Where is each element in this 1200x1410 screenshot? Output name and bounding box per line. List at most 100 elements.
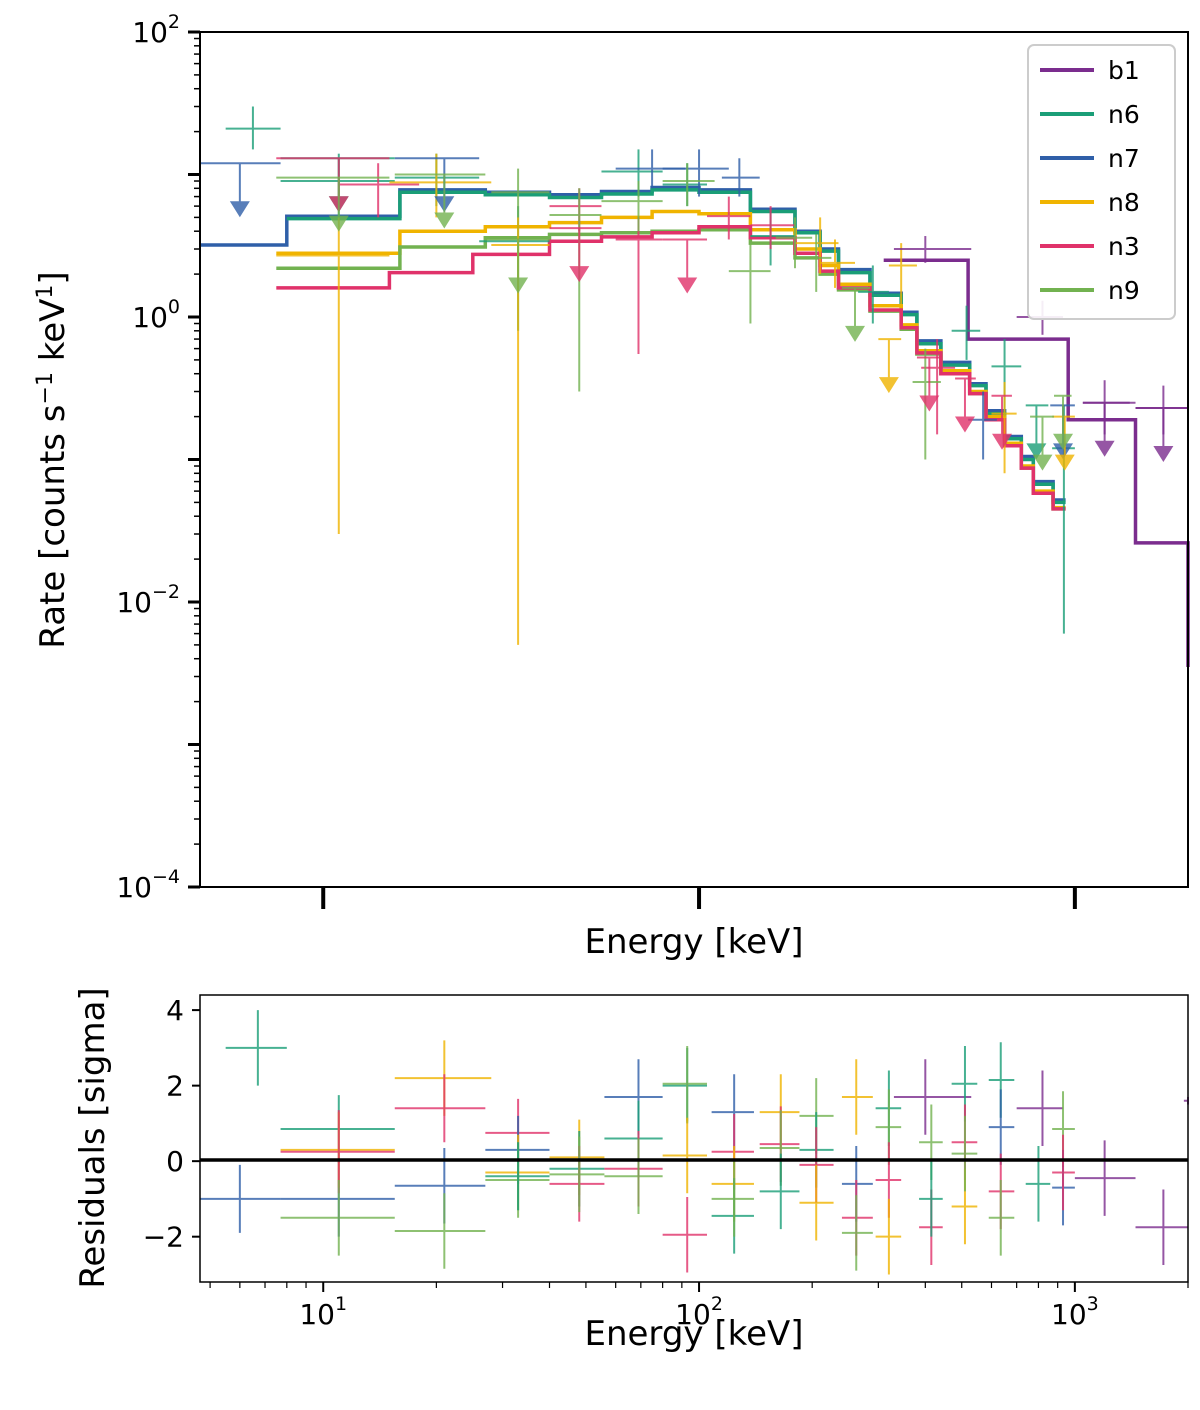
residual-point-n9 — [549, 1136, 605, 1213]
limit-arrow — [954, 416, 975, 433]
limit-arrow — [992, 433, 1013, 450]
data-point-n9 — [549, 188, 602, 392]
residual-point-n7 — [711, 1074, 754, 1150]
legend-label-n6: n6 — [1108, 100, 1140, 129]
data-point-n9 — [491, 168, 550, 218]
upper-limit-n3 — [549, 227, 602, 283]
res-y-tick-label: 2 — [166, 1070, 184, 1103]
residual-point-n8 — [280, 1112, 395, 1188]
res-y-tick-label: 0 — [166, 1145, 184, 1178]
upper-limit-b1 — [1135, 406, 1188, 462]
residual-point-n3 — [1052, 1134, 1075, 1211]
limit-arrow — [328, 215, 349, 232]
legend-label-n3: n3 — [1108, 232, 1140, 261]
y-tick-label: 100 — [132, 296, 180, 334]
res-y-tick-label: 4 — [166, 994, 184, 1027]
residual-point-n3 — [394, 1074, 486, 1143]
residual-point-n8 — [711, 1146, 754, 1222]
residual-point-b1 — [1074, 1140, 1136, 1216]
residual-point-b1 — [1016, 1070, 1064, 1147]
data-point-n8 — [991, 381, 1017, 474]
residual-point-n3 — [604, 1130, 663, 1207]
residual-point-n6 — [604, 1100, 663, 1177]
residual-point-n3 — [841, 1180, 873, 1256]
residual-point-n6 — [711, 1178, 754, 1254]
residual-point-n9 — [604, 1138, 663, 1215]
data-point-n3 — [750, 206, 795, 250]
residuals-y-ticks: −2 0 2 4 — [143, 994, 200, 1254]
residual-point-n7 — [280, 1161, 395, 1237]
residual-point-n3 — [280, 1110, 395, 1194]
data-point-n8 — [820, 239, 856, 288]
limit-arrow — [434, 212, 455, 229]
residuals-panel: −2 0 2 4 101 102 103 Energy [keV] Residuals [… — [73, 987, 1189, 1354]
data-point-n6 — [225, 106, 281, 150]
legend-label-n8: n8 — [1108, 188, 1140, 217]
upper-limit-n7 — [200, 162, 281, 218]
data-point-b1 — [1135, 385, 1188, 435]
data-point-b1 — [1082, 380, 1136, 435]
upper-limit-b1 — [1082, 401, 1130, 457]
limit-arrow — [569, 266, 590, 283]
legend: b1 n6 n7 n8 n3 n9 — [1027, 44, 1176, 320]
residual-point-n9 — [841, 1195, 873, 1271]
residual-point-n6 — [759, 1153, 800, 1230]
data-point-n3 — [615, 217, 663, 354]
residual-point-n9 — [280, 1180, 395, 1256]
data-point-n6 — [951, 305, 981, 360]
model-line-b1 — [883, 258, 1190, 667]
residual-point-n8 — [759, 1074, 800, 1150]
data-point-n8 — [389, 153, 492, 218]
data-point-n7 — [615, 149, 686, 189]
residuals-xlabel: Energy [keV] — [584, 1314, 803, 1354]
model-line-n8 — [276, 209, 1066, 510]
upper-limit-n9 — [485, 238, 550, 294]
limit-arrow — [508, 277, 529, 294]
limit-arrow — [919, 395, 940, 412]
legend-label-n7: n7 — [1108, 144, 1140, 173]
residual-point-n7 — [200, 1164, 281, 1233]
limit-arrow — [845, 325, 866, 342]
upper-limit-n9 — [276, 176, 390, 232]
limit-arrow — [677, 277, 698, 294]
upper-limit-n9 — [1030, 415, 1055, 471]
upper-limits — [200, 157, 1188, 471]
limit-arrow — [1153, 445, 1174, 462]
residuals-x-ticks: 101 102 103 — [209, 1282, 1189, 1331]
residual-point-n6 — [485, 1142, 550, 1211]
residual-point-b1 — [893, 1059, 972, 1135]
data-point-n3 — [707, 196, 751, 240]
residual-point-n9 — [711, 1161, 754, 1237]
residual-point-n9 — [394, 1193, 486, 1269]
spectrum-ylabel: Rate [counts s−1 keV1] — [33, 271, 73, 648]
residual-point-n7 — [604, 1059, 663, 1135]
residual-point-n9 — [951, 1115, 978, 1192]
residual-point-n9 — [759, 1110, 800, 1186]
residual-point-n6 — [225, 1010, 287, 1086]
upper-limit-n9 — [841, 286, 870, 342]
data-point-n9 — [799, 234, 832, 292]
residual-point-n7 — [988, 1089, 1015, 1165]
upper-limit-n3 — [662, 238, 708, 294]
spectrum-xlabel: Energy [keV] — [584, 922, 803, 962]
spectrum-panel: 102 100 10−2 10−4 Energy [keV] Rate [counts… — [33, 11, 1190, 962]
residual-point-n8 — [394, 1040, 492, 1116]
y-tick-label: 102 — [132, 11, 180, 49]
limit-arrow — [878, 377, 899, 394]
upper-limit-n6 — [1025, 404, 1049, 460]
upper-limit-n3 — [916, 356, 941, 412]
limit-arrow — [1053, 443, 1074, 460]
residual-point-n9 — [662, 1045, 708, 1122]
data-point-n9 — [775, 217, 813, 269]
residual-point-n8 — [662, 1117, 708, 1194]
upper-limit-n9 — [1053, 394, 1074, 450]
data-point-n7 — [968, 391, 997, 460]
data-point-n8 — [276, 217, 390, 535]
legend-box — [1027, 44, 1176, 320]
residuals-ylabel: Residuals [sigma] — [73, 987, 113, 1288]
model-line-n6 — [286, 188, 1066, 505]
data-point-n9 — [662, 163, 715, 207]
legend-label-b1: b1 — [1108, 56, 1140, 85]
data-point-n6 — [662, 163, 708, 207]
data-point-b1 — [893, 236, 972, 263]
